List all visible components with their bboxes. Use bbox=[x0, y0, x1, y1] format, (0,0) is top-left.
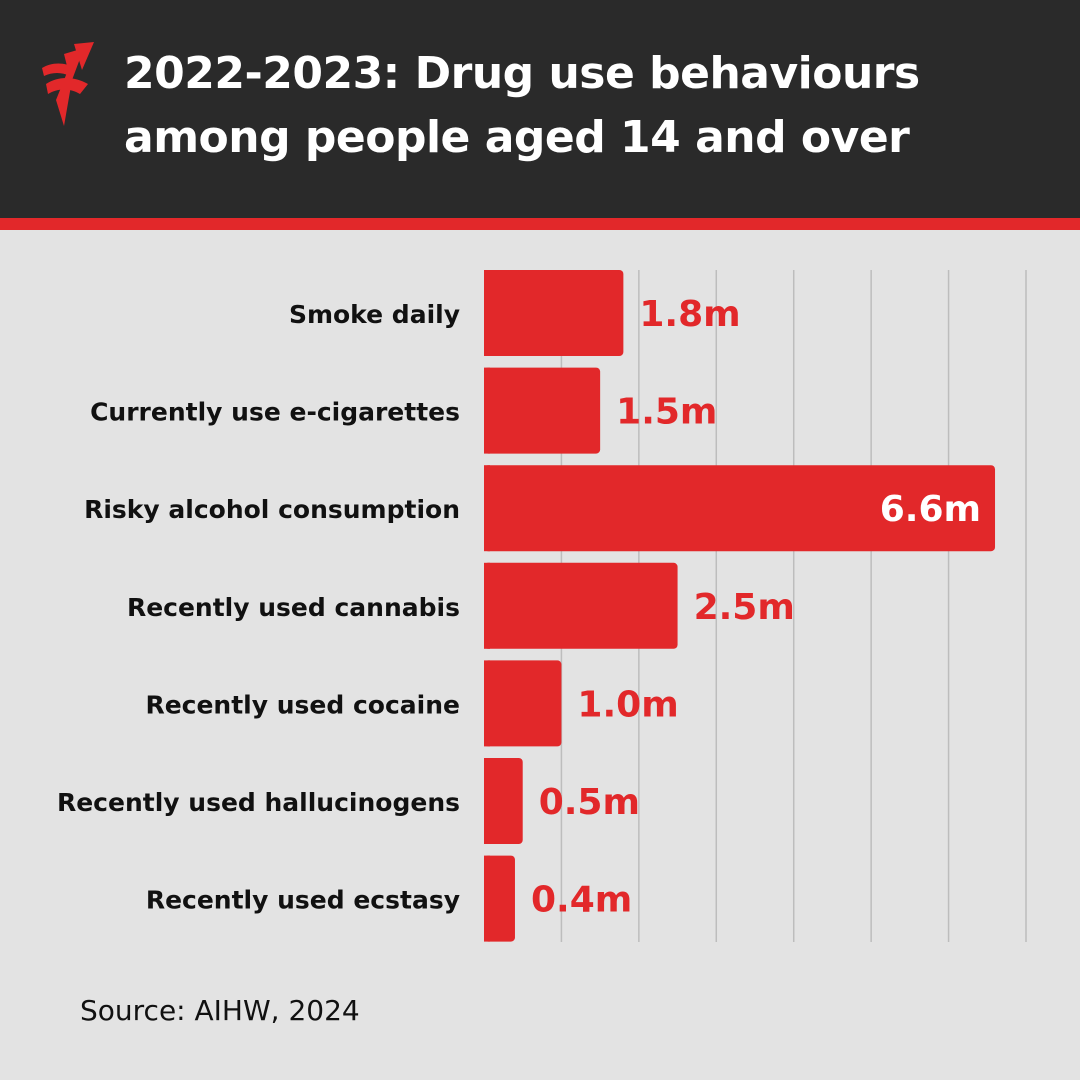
bar bbox=[484, 855, 515, 942]
data-label: 1.5m bbox=[616, 392, 717, 433]
source-note: Source: AIHW, 2024 bbox=[80, 994, 360, 1027]
title-line-1: 2022-2023: Drug use behaviours bbox=[124, 48, 920, 99]
bar-left-edge bbox=[484, 758, 490, 844]
header-accent-line bbox=[0, 218, 1080, 230]
bar-left-edge bbox=[484, 660, 490, 747]
page-title: 2022-2023: Drug use behaviours among peo… bbox=[124, 42, 1064, 170]
bar bbox=[484, 465, 996, 552]
bar bbox=[484, 758, 523, 844]
title-line-2: among people aged 14 and over bbox=[124, 112, 910, 163]
bar bbox=[484, 660, 562, 747]
bar-left-edge bbox=[484, 270, 490, 356]
sbs-logo-icon bbox=[42, 42, 94, 126]
category-label: Recently used ecstasy bbox=[146, 886, 460, 915]
data-label: 1.0m bbox=[577, 684, 678, 725]
category-label: Recently used cocaine bbox=[145, 690, 460, 719]
bar bbox=[484, 367, 601, 454]
category-label: Recently used hallucinogens bbox=[57, 788, 460, 817]
bar-left-edge bbox=[484, 855, 490, 942]
bar-left-edge bbox=[484, 562, 490, 649]
bar bbox=[484, 562, 678, 649]
header-bar: 2022-2023: Drug use behaviours among peo… bbox=[0, 0, 1080, 218]
bar-left-edge bbox=[484, 367, 490, 454]
data-label: 0.4m bbox=[531, 880, 632, 921]
data-label: 2.5m bbox=[694, 587, 795, 628]
category-label: Risky alcohol consumption bbox=[84, 495, 460, 524]
category-label: Currently use e-cigarettes bbox=[90, 398, 460, 427]
data-label: 0.5m bbox=[539, 782, 640, 823]
data-label: 1.8m bbox=[639, 294, 740, 335]
data-label: 6.6m bbox=[880, 489, 981, 530]
category-label: Recently used cannabis bbox=[127, 593, 460, 622]
bar bbox=[484, 270, 624, 356]
category-label: Smoke daily bbox=[289, 300, 460, 329]
bar-chart: Smoke daily 1.8m Currently use e-cigarette… bbox=[57, 270, 1027, 942]
bar-left-edge bbox=[484, 465, 490, 552]
